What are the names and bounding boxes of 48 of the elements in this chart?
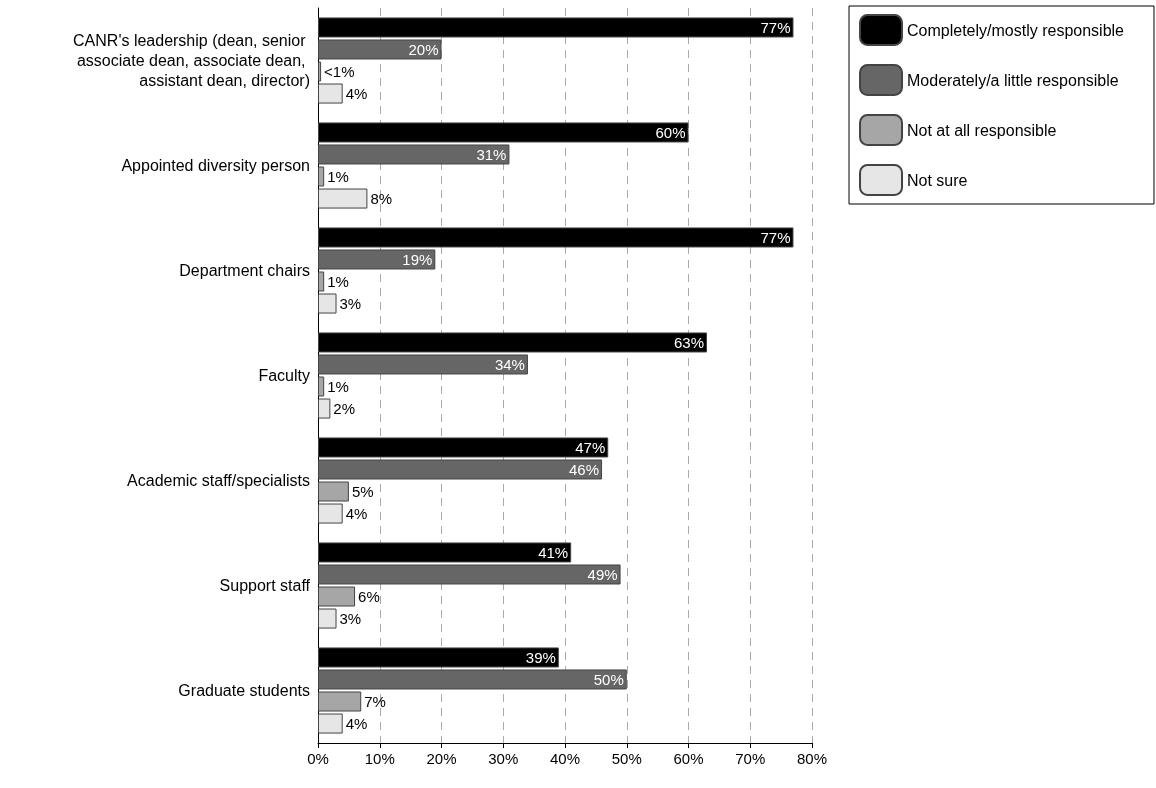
data-label: 50% bbox=[593, 670, 624, 688]
data-label: 60% bbox=[655, 123, 686, 141]
data-label: 3% bbox=[339, 610, 362, 628]
data-label: 2% bbox=[333, 400, 356, 418]
x-tick-label: 10% bbox=[364, 750, 395, 767]
data-label: 4% bbox=[345, 85, 368, 103]
x-tick-label: 50% bbox=[611, 750, 642, 767]
y-tick-label: Academic staff/specialists bbox=[127, 472, 310, 489]
data-label: 4% bbox=[345, 505, 368, 523]
y-tick-label: Appointed diversity person bbox=[121, 157, 310, 174]
data-label: 1% bbox=[327, 273, 349, 291]
data-label: 41% bbox=[538, 543, 569, 561]
data-label: 4% bbox=[345, 715, 368, 733]
y-tick-label: Graduate students bbox=[178, 682, 310, 699]
legend-label: Completely/mostly responsible bbox=[907, 21, 1125, 39]
x-tick-label: 30% bbox=[488, 750, 519, 767]
legend-label: Not sure bbox=[907, 171, 968, 189]
data-label: 77% bbox=[760, 18, 791, 36]
data-label: 5% bbox=[351, 483, 374, 501]
y-tick-label: Faculty bbox=[258, 367, 310, 384]
data-label: 63% bbox=[673, 333, 705, 351]
y-tick-label: Department chairs bbox=[179, 262, 310, 279]
data-label: 3% bbox=[339, 295, 362, 313]
x-tick-label: 40% bbox=[549, 750, 581, 767]
data-label: 19% bbox=[402, 250, 433, 268]
data-label: 8% bbox=[370, 190, 393, 208]
data-label: 77% bbox=[760, 228, 791, 246]
y-tick-label: Support staff bbox=[219, 577, 311, 594]
x-tick-label: 70% bbox=[735, 750, 766, 767]
x-tick-label: 80% bbox=[796, 750, 828, 767]
legend-label: Moderately/a little responsible bbox=[907, 71, 1119, 89]
data-label: 6% bbox=[358, 588, 380, 606]
data-label: <1% bbox=[324, 63, 355, 81]
data-label: 1% bbox=[327, 168, 349, 186]
data-label: 20% bbox=[408, 40, 439, 58]
legend-label: Not at all responsible bbox=[907, 121, 1057, 139]
x-tick-label: 0% bbox=[307, 750, 329, 767]
data-label: 31% bbox=[476, 145, 507, 163]
y-tick-label: CANR's leadership (dean, senior associate dean, associate dean, assistant dean, director) bbox=[73, 32, 310, 89]
data-label: 47% bbox=[575, 438, 606, 456]
x-tick-label: 20% bbox=[426, 750, 457, 767]
data-label: 39% bbox=[525, 648, 556, 666]
data-label: 34% bbox=[494, 355, 525, 373]
data-label: 46% bbox=[569, 460, 600, 478]
data-label: 49% bbox=[587, 565, 618, 583]
data-label: 7% bbox=[364, 693, 386, 711]
data-label: 1% bbox=[327, 378, 349, 396]
x-tick-label: 60% bbox=[673, 750, 704, 767]
